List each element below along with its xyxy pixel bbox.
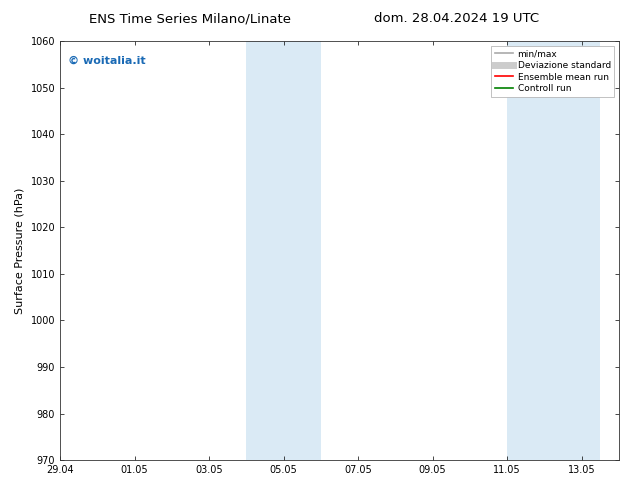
Text: © woitalia.it: © woitalia.it — [68, 56, 146, 66]
Text: ENS Time Series Milano/Linate: ENS Time Series Milano/Linate — [89, 12, 291, 25]
Y-axis label: Surface Pressure (hPa): Surface Pressure (hPa) — [15, 187, 25, 314]
Legend: min/max, Deviazione standard, Ensemble mean run, Controll run: min/max, Deviazione standard, Ensemble m… — [491, 46, 614, 97]
Text: dom. 28.04.2024 19 UTC: dom. 28.04.2024 19 UTC — [374, 12, 539, 25]
Bar — [507, 41, 600, 460]
Bar — [247, 41, 321, 460]
